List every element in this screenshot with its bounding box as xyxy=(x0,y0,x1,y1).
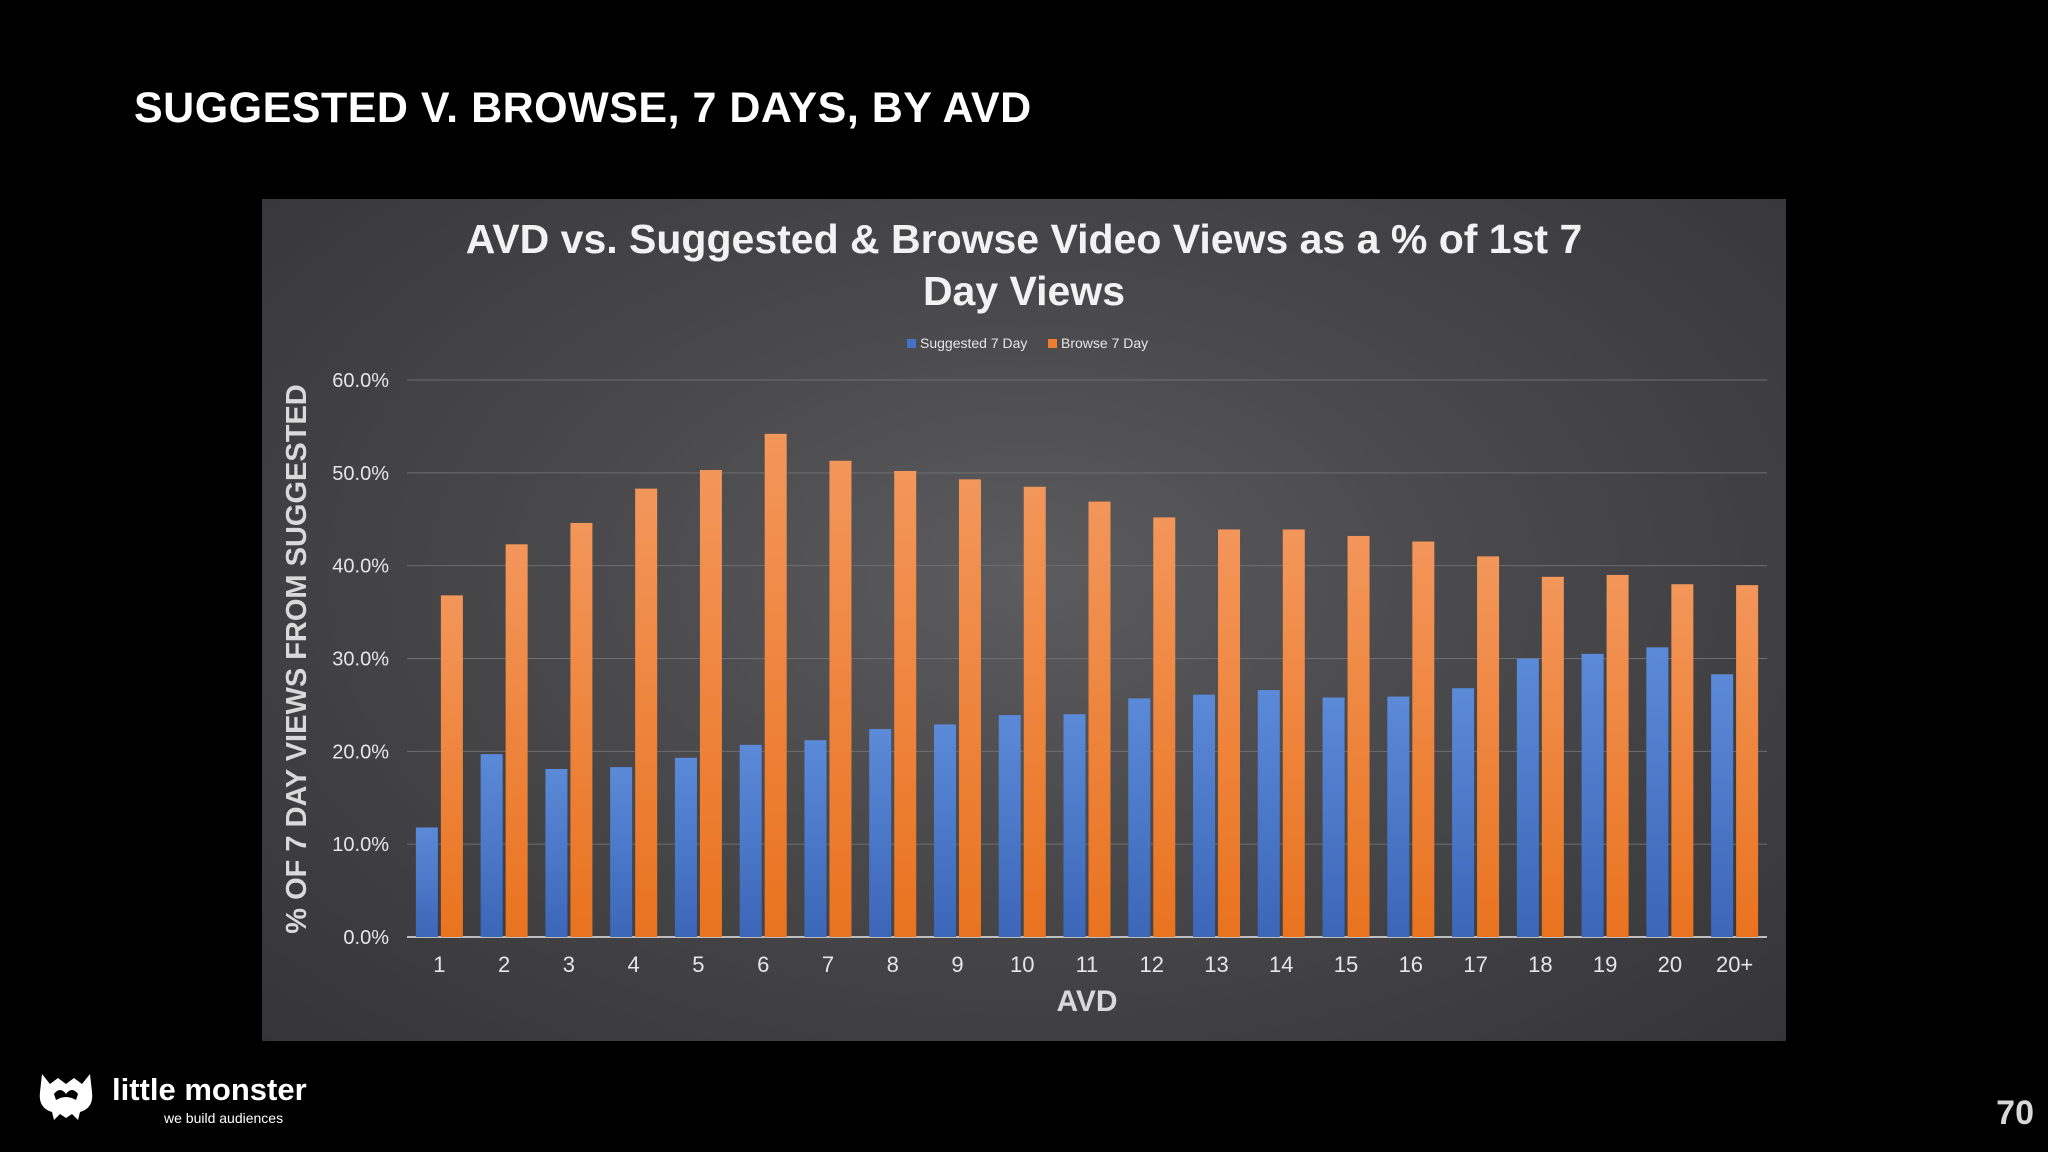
x-tick-label: 3 xyxy=(563,952,575,977)
suggested-bar-12 xyxy=(1128,698,1151,937)
logo: little monster we build audiences xyxy=(34,1064,314,1128)
browse-bar-16 xyxy=(1412,541,1435,937)
suggested-bar-17 xyxy=(1452,688,1475,937)
suggested-bar-6 xyxy=(739,744,762,937)
suggested-bar-4 xyxy=(610,767,633,937)
browse-bar-3 xyxy=(570,522,593,937)
bar-chart: 0.0%10.0%20.0%30.0%40.0%50.0%60.0%1 2 3 4 5 6… xyxy=(281,335,1767,1018)
legend-label-browse: Browse 7 Day xyxy=(1061,335,1148,351)
browse-bar-5 xyxy=(699,470,722,937)
suggested-bar-7 xyxy=(804,740,827,937)
x-tick-label: 18 xyxy=(1528,952,1552,977)
page-number: 70 xyxy=(1996,1094,2034,1132)
suggested-bar-19 xyxy=(1581,653,1604,937)
x-tick-label: 19 xyxy=(1593,952,1617,977)
suggested-bar-3 xyxy=(545,768,568,937)
chart-title-line-2: Day Views xyxy=(922,268,1126,314)
x-tick-label: 20 xyxy=(1658,952,1682,977)
y-tick-label: 30.0% xyxy=(332,649,389,671)
browse-bar-7 xyxy=(829,460,852,937)
legend-label-suggested: Suggested 7 Day xyxy=(920,335,1027,351)
x-tick-label: 12 xyxy=(1140,952,1164,977)
slide-title: SUGGESTED V. BROWSE, 7 DAYS, BY AVD xyxy=(134,84,1032,132)
suggested-bar-10 xyxy=(998,715,1021,937)
x-tick-label: 6 xyxy=(757,952,769,977)
y-tick-label: 40.0% xyxy=(332,556,389,578)
y-tick-label: 50.0% xyxy=(332,463,389,485)
x-tick-label: 10 xyxy=(1010,952,1034,977)
x-tick-label: 5 xyxy=(692,952,704,977)
x-tick-label: 4 xyxy=(628,952,640,977)
suggested-bar-1 xyxy=(415,827,438,937)
x-tick-label: 8 xyxy=(887,952,899,977)
browse-bar-17 xyxy=(1477,556,1500,937)
x-tick-label: 11 xyxy=(1076,952,1099,977)
browse-bar-13 xyxy=(1218,529,1241,937)
suggested-bar-5 xyxy=(674,757,697,937)
browse-bar-1 xyxy=(440,595,463,937)
y-tick-label: 10.0% xyxy=(332,834,389,856)
browse-bar-12 xyxy=(1153,517,1176,937)
y-tick-label: 60.0% xyxy=(332,370,389,392)
y-axis-label: % OF 7 DAY VIEWS FROM SUGGESTED xyxy=(281,384,313,934)
browse-bar-18 xyxy=(1541,576,1564,937)
x-tick-label: 16 xyxy=(1399,952,1423,977)
logo-name: little monster xyxy=(112,1072,307,1107)
x-tick-label: 1 xyxy=(433,952,445,977)
browse-bar-20 xyxy=(1671,584,1694,937)
x-tick-label: 15 xyxy=(1334,952,1358,977)
suggested-bar-20 xyxy=(1646,647,1669,937)
y-tick-label: 0.0% xyxy=(343,927,389,949)
legend-swatch-browse xyxy=(1048,339,1057,348)
browse-bar-10 xyxy=(1023,486,1046,937)
browse-bar-4 xyxy=(635,488,658,937)
suggested-bar-20plus xyxy=(1711,674,1734,937)
x-tick-label: 14 xyxy=(1269,952,1293,977)
browse-bar-9 xyxy=(958,479,981,937)
legend-swatch-suggested xyxy=(907,339,916,348)
suggested-bar-9 xyxy=(933,724,956,937)
suggested-bar-16 xyxy=(1387,696,1410,937)
suggested-bar-15 xyxy=(1322,697,1345,937)
logo-tagline: we build audiences xyxy=(164,1110,284,1126)
suggested-bar-2 xyxy=(480,754,503,937)
x-tick-label: 20+ xyxy=(1716,952,1753,977)
suggested-bar-14 xyxy=(1257,690,1280,937)
suggested-bar-18 xyxy=(1516,658,1539,937)
x-tick-label: 2 xyxy=(498,952,510,977)
browse-bar-6 xyxy=(764,433,787,937)
suggested-bar-11 xyxy=(1063,714,1086,937)
browse-bar-2 xyxy=(505,544,528,937)
chart-title-line-1: AVD vs. Suggested & Browse Video Views a… xyxy=(465,216,1583,262)
x-tick-label: 17 xyxy=(1463,952,1487,977)
x-tick-label: 7 xyxy=(822,952,834,977)
chart-panel: AVD vs. Suggested & Browse Video Views a… xyxy=(262,199,1786,1041)
x-axis-label: AVD xyxy=(1056,985,1117,1018)
y-tick-label: 20.0% xyxy=(332,741,389,763)
x-tick-label: 9 xyxy=(951,952,963,977)
x-tick-label: 13 xyxy=(1204,952,1228,977)
suggested-bar-13 xyxy=(1193,694,1216,937)
browse-bar-20plus xyxy=(1736,585,1759,937)
browse-bar-14 xyxy=(1282,529,1305,937)
chart-title: AVD vs. Suggested & Browse Video Views a… xyxy=(262,213,1786,317)
browse-bar-8 xyxy=(894,470,917,937)
monster-logo-icon xyxy=(39,1074,93,1120)
browse-bar-11 xyxy=(1088,501,1111,937)
browse-bar-15 xyxy=(1347,535,1370,937)
suggested-bar-8 xyxy=(869,729,892,937)
browse-bar-19 xyxy=(1606,574,1629,937)
